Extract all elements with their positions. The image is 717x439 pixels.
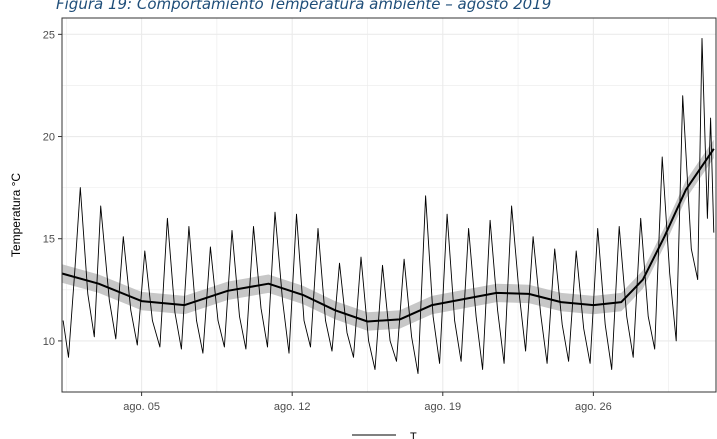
x-tick-label: ago. 19 (424, 401, 461, 413)
y-tick-label: 15 (43, 234, 55, 246)
smooth-confidence-band (62, 139, 714, 331)
y-tick-label: 25 (43, 29, 55, 41)
x-tick-label: ago. 05 (123, 401, 160, 413)
series-line-t (62, 37, 715, 375)
legend-label-t: T (410, 431, 417, 439)
x-tick-label: ago. 26 (575, 401, 612, 413)
grid-layer (62, 18, 716, 392)
y-axis-title: Temperatura °C (9, 173, 23, 257)
y-tick-label: 20 (43, 132, 55, 144)
legend: T (352, 431, 417, 439)
y-axis-ticks: 10 15 20 25 (43, 29, 62, 348)
y-tick-label: 10 (43, 336, 55, 348)
figure-caption: Figura 19: Comportamiento Temperatura am… (56, 0, 552, 13)
x-tick-label: ago. 12 (274, 401, 311, 413)
x-axis-ticks: ago. 05 ago. 12 ago. 19 ago. 26 (123, 392, 612, 413)
smooth-line (61, 148, 715, 323)
panel-border (61, 17, 717, 393)
